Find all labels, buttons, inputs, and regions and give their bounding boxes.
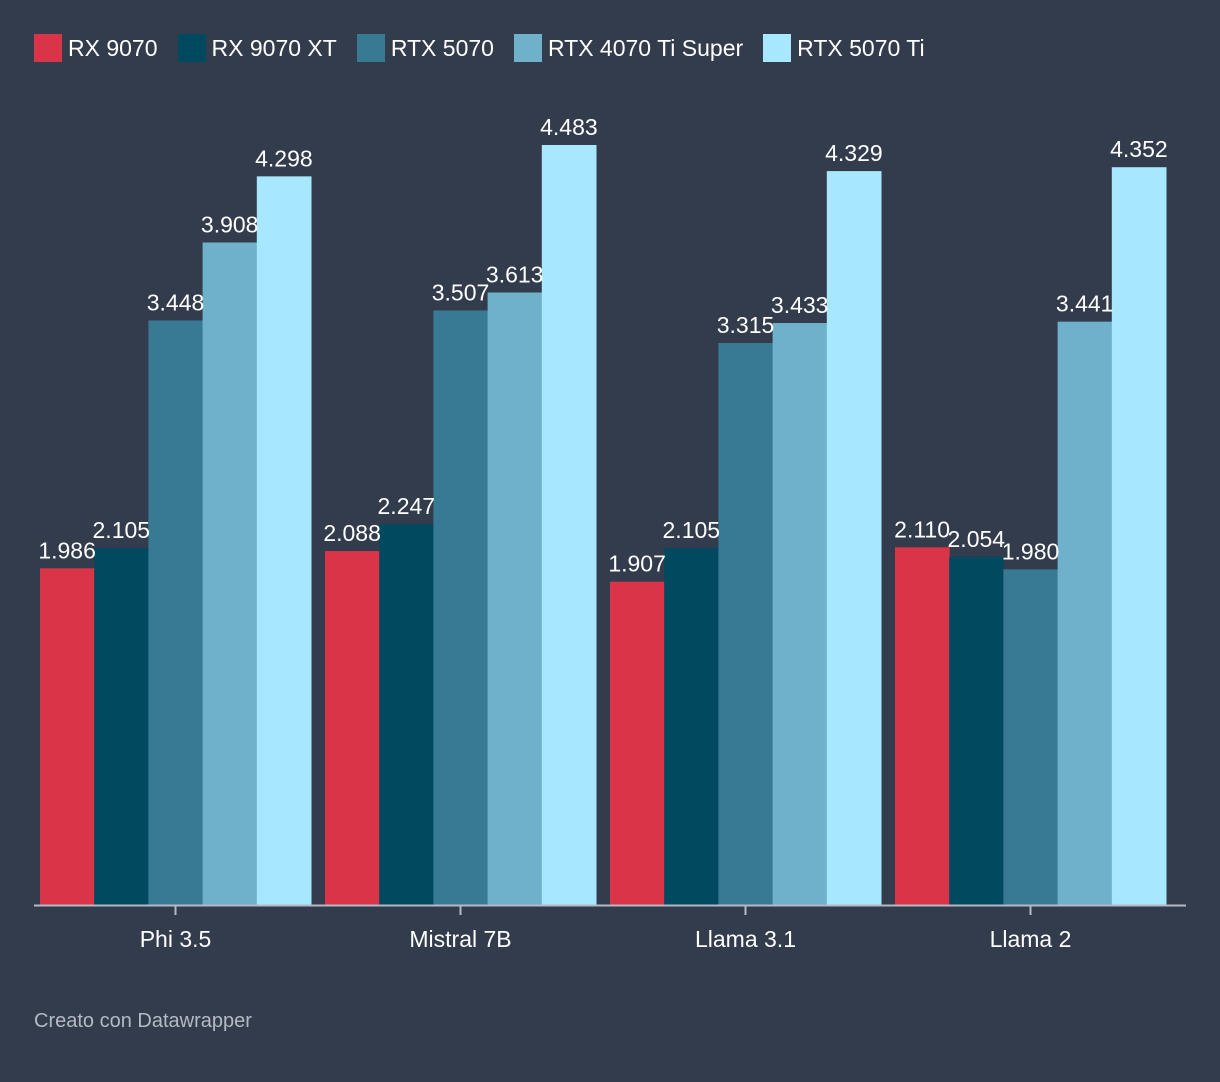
legend-item: RX 9070 XT <box>177 34 337 62</box>
data-label: 4.329 <box>825 140 883 166</box>
data-label: 4.352 <box>1110 136 1168 162</box>
data-label: 3.908 <box>201 211 259 237</box>
bar <box>487 292 543 905</box>
bar <box>664 548 719 905</box>
data-label: 3.433 <box>771 292 829 318</box>
bar <box>202 242 258 906</box>
legend-item: RX 9070 <box>34 34 158 62</box>
data-label: 3.315 <box>717 312 775 338</box>
legend-item: RTX 5070 <box>356 34 494 62</box>
legend-label: RTX 5070 <box>390 34 494 61</box>
bar <box>256 176 312 906</box>
data-label: 3.441 <box>1056 291 1114 317</box>
bar <box>895 547 950 905</box>
legend-label: RTX 4070 Ti Super <box>547 34 744 61</box>
data-label: 2.054 <box>948 526 1006 552</box>
data-label: 1.907 <box>608 551 666 577</box>
data-label: 3.507 <box>432 279 490 305</box>
bar <box>40 568 95 905</box>
bar <box>541 145 597 905</box>
data-label: 1.980 <box>1002 538 1060 564</box>
legend-swatch <box>34 34 62 62</box>
data-label: 2.105 <box>663 517 721 543</box>
data-label: 4.483 <box>540 114 598 140</box>
legend-swatch <box>177 34 206 62</box>
x-tick-label: Llama 2 <box>990 926 1072 952</box>
bar-chart: 1.9862.1053.4483.9084.2982.0882.2473.507… <box>34 114 1186 952</box>
bar <box>148 320 204 906</box>
data-label: 2.247 <box>378 493 436 519</box>
bar <box>94 548 149 905</box>
x-tick-label: Phi 3.5 <box>140 926 212 952</box>
bar <box>718 343 774 905</box>
data-label: 2.088 <box>323 520 381 546</box>
data-label: 3.448 <box>147 289 205 315</box>
x-tick-label: Llama 3.1 <box>695 926 796 952</box>
bar <box>772 323 828 905</box>
bar <box>1003 569 1059 905</box>
chart-legend: RX 9070 RX 9070 XT RTX 5070 RTX 4070 Ti Sup… <box>34 34 945 62</box>
bar <box>949 556 1004 905</box>
footer-credit: Creato con Datawrapper <box>34 1010 252 1032</box>
bar <box>379 524 434 905</box>
x-tick-label: Mistral 7B <box>409 926 511 952</box>
legend-item: RTX 4070 Ti Super <box>513 34 744 62</box>
legend-swatch <box>356 34 385 62</box>
bar <box>610 581 665 905</box>
data-label: 2.110 <box>894 516 950 542</box>
bar <box>1111 167 1167 905</box>
bar <box>325 551 380 905</box>
legend-label: RX 9070 <box>68 34 158 61</box>
data-label: 3.613 <box>486 261 544 287</box>
legend-swatch <box>763 34 792 62</box>
legend-label: RX 9070 XT <box>211 34 337 61</box>
bar <box>1057 321 1113 905</box>
data-label: 1.986 <box>38 537 96 563</box>
legend-label: RTX 5070 Ti <box>797 34 925 61</box>
data-label: 2.105 <box>93 517 151 543</box>
bar <box>433 310 489 906</box>
legend-swatch <box>513 34 542 62</box>
bar <box>826 171 882 906</box>
data-label: 4.298 <box>255 145 313 171</box>
legend-item: RTX 5070 Ti <box>763 34 925 62</box>
